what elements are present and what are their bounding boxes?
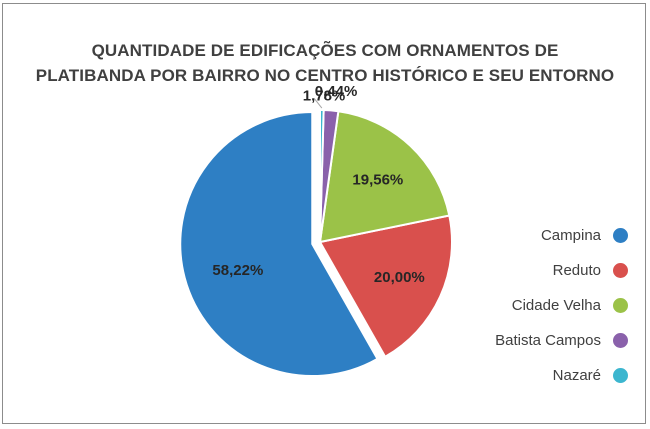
- pie-slice-cidade-velha: [318, 110, 451, 244]
- data-label-batista-campos: 1,78%: [303, 88, 346, 105]
- legend-swatch: [613, 333, 628, 348]
- data-label-reduto: 20,00%: [374, 269, 425, 286]
- data-label-cidade-velha: 19,56%: [352, 171, 403, 188]
- legend-swatch: [613, 228, 628, 243]
- data-label-nazare: 0,44%: [315, 83, 358, 100]
- legend-label: Cidade Velha: [511, 297, 601, 314]
- data-label-campina: 58,22%: [212, 262, 263, 279]
- chart-title: QUANTIDADE DE EDIFICAÇÕES COM ORNAMENTOS…: [0, 38, 650, 88]
- pie-slice-campina: [179, 111, 379, 378]
- legend-item-batista-campos: Batista Campos: [428, 323, 628, 358]
- legend-label: Nazaré: [552, 367, 601, 384]
- legend-label: Reduto: [552, 262, 601, 279]
- legend-swatch: [613, 368, 628, 383]
- legend-item-campina: Campina: [428, 218, 628, 253]
- pie-slice-reduto: [318, 214, 453, 359]
- legend-item-reduto: Reduto: [428, 253, 628, 288]
- legend-item-nazare: Nazaré: [428, 358, 628, 393]
- legend-label: Batista Campos: [495, 332, 601, 349]
- leader-line-nazare: [313, 97, 323, 109]
- chart-title-line-1: QUANTIDADE DE EDIFICAÇÕES COM ORNAMENTOS…: [91, 41, 559, 60]
- legend-swatch: [613, 263, 628, 278]
- chart-title-line-2: PLATIBANDA POR BAIRRO NO CENTRO HISTÓRIC…: [35, 66, 615, 85]
- legend-swatch: [613, 298, 628, 313]
- chart-legend: Campina Reduto Cidade Velha Batista Camp…: [428, 218, 628, 393]
- legend-label: Campina: [540, 227, 601, 244]
- legend-item-cidade-velha: Cidade Velha: [428, 288, 628, 323]
- pie-slice-nazare: [319, 108, 325, 243]
